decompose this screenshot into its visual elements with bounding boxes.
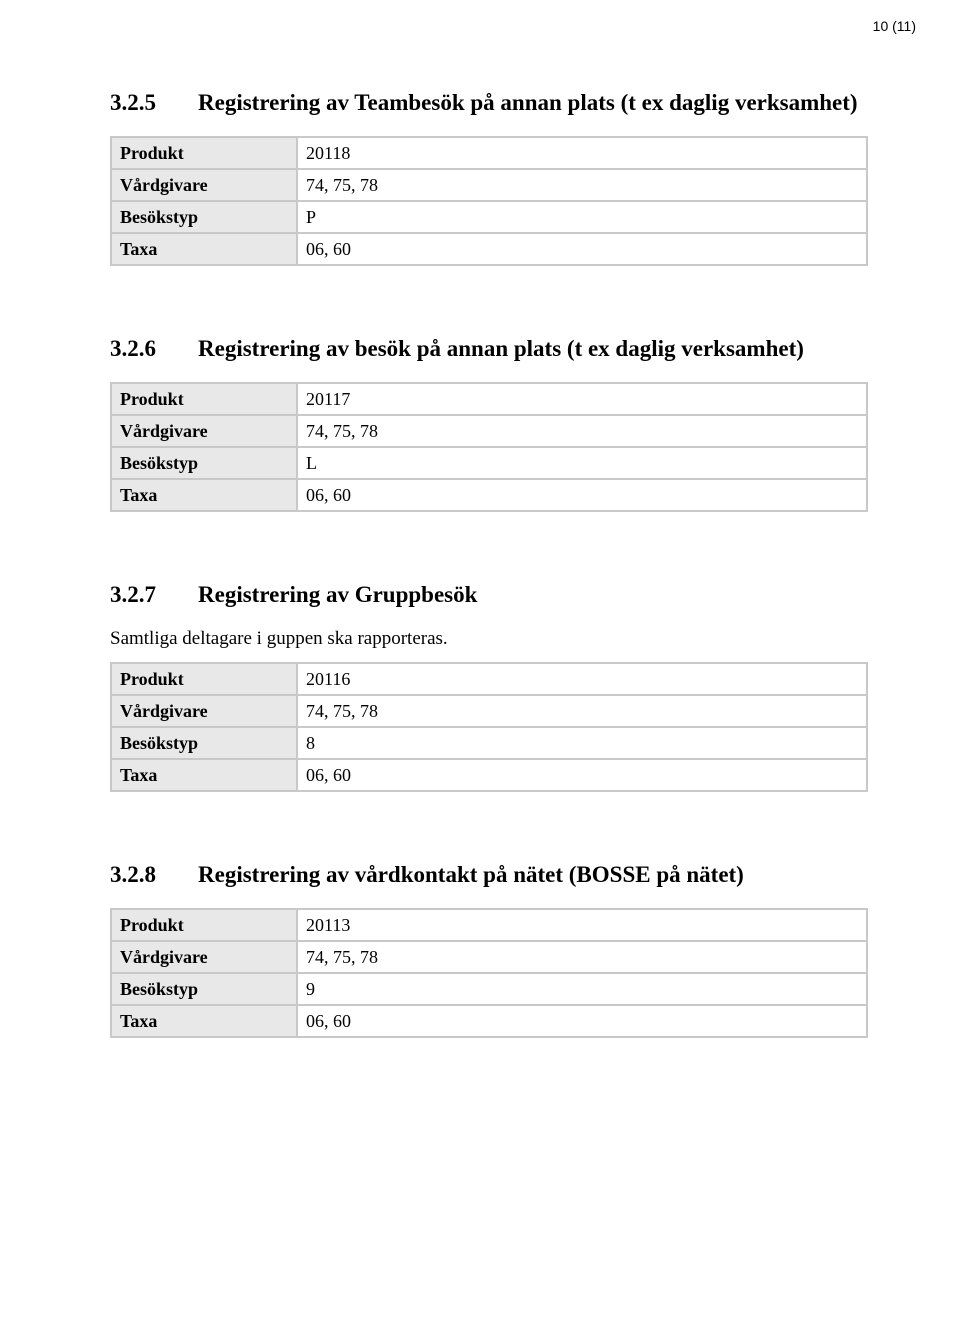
- section-number: 3.2.7: [110, 582, 198, 608]
- section-title: Registrering av Gruppbesök: [198, 582, 477, 608]
- table-row: Produkt 20116: [111, 663, 867, 695]
- row-value-taxa: 06, 60: [297, 479, 867, 511]
- row-label-vardgivare: Vårdgivare: [111, 695, 297, 727]
- document-page: 10 (11) 3.2.5 Registrering av Teambesök …: [0, 0, 960, 1338]
- data-table: Produkt 20116 Vårdgivare 74, 75, 78 Besö…: [110, 662, 868, 792]
- data-table: Produkt 20113 Vårdgivare 74, 75, 78 Besö…: [110, 908, 868, 1038]
- row-value-taxa: 06, 60: [297, 233, 867, 265]
- row-value-vardgivare: 74, 75, 78: [297, 941, 867, 973]
- table-row: Besökstyp 8: [111, 727, 867, 759]
- row-value-besokstyp: P: [297, 201, 867, 233]
- row-value-taxa: 06, 60: [297, 759, 867, 791]
- section-number: 3.2.8: [110, 862, 198, 888]
- row-value-vardgivare: 74, 75, 78: [297, 695, 867, 727]
- table-row: Vårdgivare 74, 75, 78: [111, 169, 867, 201]
- table-row: Produkt 20113: [111, 909, 867, 941]
- table-row: Besökstyp 9: [111, 973, 867, 1005]
- row-value-besokstyp: 8: [297, 727, 867, 759]
- section-title: Registrering av Teambesök på annan plats…: [198, 90, 858, 116]
- row-value-vardgivare: 74, 75, 78: [297, 169, 867, 201]
- row-label-besokstyp: Besökstyp: [111, 973, 297, 1005]
- row-label-besokstyp: Besökstyp: [111, 447, 297, 479]
- row-label-besokstyp: Besökstyp: [111, 727, 297, 759]
- table-row: Taxa 06, 60: [111, 233, 867, 265]
- table-row: Taxa 06, 60: [111, 1005, 867, 1037]
- row-label-produkt: Produkt: [111, 909, 297, 941]
- table-row: Vårdgivare 74, 75, 78: [111, 695, 867, 727]
- row-label-vardgivare: Vårdgivare: [111, 941, 297, 973]
- row-label-taxa: Taxa: [111, 759, 297, 791]
- row-value-taxa: 06, 60: [297, 1005, 867, 1037]
- table-row: Taxa 06, 60: [111, 479, 867, 511]
- data-table: Produkt 20118 Vårdgivare 74, 75, 78 Besö…: [110, 136, 868, 266]
- row-value-besokstyp: L: [297, 447, 867, 479]
- table-row: Vårdgivare 74, 75, 78: [111, 941, 867, 973]
- row-label-produkt: Produkt: [111, 137, 297, 169]
- row-value-produkt: 20118: [297, 137, 867, 169]
- section-header: 3.2.5 Registrering av Teambesök på annan…: [110, 90, 868, 116]
- section-header: 3.2.6 Registrering av besök på annan pla…: [110, 336, 868, 362]
- row-label-produkt: Produkt: [111, 663, 297, 695]
- table-row: Taxa 06, 60: [111, 759, 867, 791]
- section-header: 3.2.8 Registrering av vårdkontakt på nät…: [110, 862, 868, 888]
- table-row: Besökstyp P: [111, 201, 867, 233]
- page-number: 10 (11): [873, 18, 916, 34]
- data-table: Produkt 20117 Vårdgivare 74, 75, 78 Besö…: [110, 382, 868, 512]
- row-label-besokstyp: Besökstyp: [111, 201, 297, 233]
- section-header: 3.2.7 Registrering av Gruppbesök: [110, 582, 868, 608]
- row-value-vardgivare: 74, 75, 78: [297, 415, 867, 447]
- section-title: Registrering av besök på annan plats (t …: [198, 336, 804, 362]
- section-number: 3.2.5: [110, 90, 198, 116]
- row-label-vardgivare: Vårdgivare: [111, 169, 297, 201]
- row-value-produkt: 20117: [297, 383, 867, 415]
- row-label-vardgivare: Vårdgivare: [111, 415, 297, 447]
- row-label-taxa: Taxa: [111, 1005, 297, 1037]
- table-row: Produkt 20117: [111, 383, 867, 415]
- section-number: 3.2.6: [110, 336, 198, 362]
- row-value-produkt: 20113: [297, 909, 867, 941]
- table-row: Vårdgivare 74, 75, 78: [111, 415, 867, 447]
- row-label-produkt: Produkt: [111, 383, 297, 415]
- table-row: Produkt 20118: [111, 137, 867, 169]
- table-row: Besökstyp L: [111, 447, 867, 479]
- row-label-taxa: Taxa: [111, 479, 297, 511]
- row-value-produkt: 20116: [297, 663, 867, 695]
- row-label-taxa: Taxa: [111, 233, 297, 265]
- section-description: Samtliga deltagare i guppen ska rapporte…: [110, 628, 868, 650]
- section-title: Registrering av vårdkontakt på nätet (BO…: [198, 862, 744, 888]
- row-value-besokstyp: 9: [297, 973, 867, 1005]
